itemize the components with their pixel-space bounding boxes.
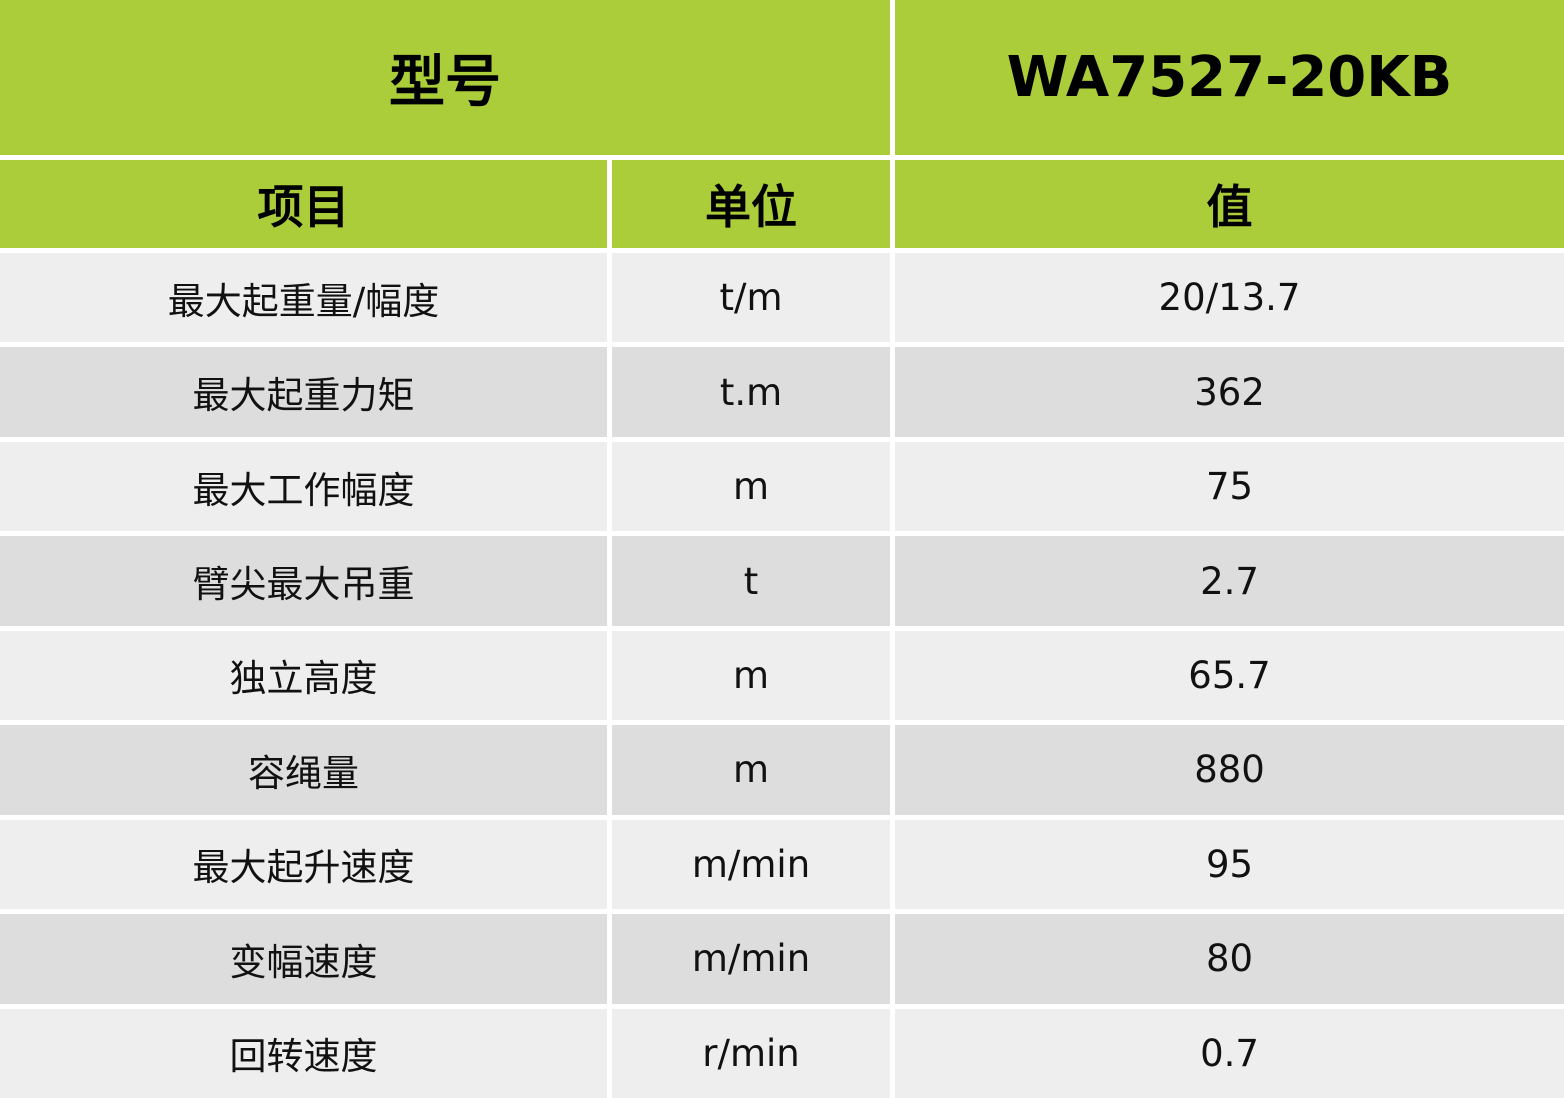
table-cell-unit: m (612, 630, 890, 721)
table-cell-value: 362 (895, 347, 1564, 437)
table-cell-unit: r/min (612, 1008, 890, 1098)
table-cell-value: 880 (895, 725, 1564, 815)
table-cell-value: 65.7 (895, 630, 1564, 721)
table-cell-value: 95 (895, 819, 1564, 910)
table-cell-item: 容绳量 (0, 725, 607, 815)
table-cell-item: 最大起升速度 (0, 819, 607, 910)
table-cell-item: 最大工作幅度 (0, 441, 607, 532)
table-cell-value: 20/13.7 (895, 253, 1564, 343)
column-header-value: 值 (895, 160, 1564, 248)
table-cell-unit: m (612, 441, 890, 532)
table-cell-value: 2.7 (895, 536, 1564, 626)
table-cell-unit: m/min (612, 819, 890, 910)
table-cell-unit: t.m (612, 347, 890, 437)
table-cell-item: 最大起重力矩 (0, 347, 607, 437)
column-header-unit: 单位 (612, 160, 890, 248)
table-cell-item: 臂尖最大吊重 (0, 536, 607, 626)
table-cell-item: 最大起重量/幅度 (0, 253, 607, 343)
table-cell-unit: t (612, 536, 890, 626)
table-cell-item: 变幅速度 (0, 914, 607, 1004)
model-label: 型号 (0, 0, 890, 155)
table-cell-value: 80 (895, 914, 1564, 1004)
model-value: WA7527-20KB (895, 0, 1564, 155)
table-cell-item: 独立高度 (0, 630, 607, 721)
table-cell-value: 75 (895, 441, 1564, 532)
table-cell-unit: m/min (612, 914, 890, 1004)
table-cell-unit: m (612, 725, 890, 815)
table-cell-item: 回转速度 (0, 1008, 607, 1098)
table-cell-unit: t/m (612, 253, 890, 343)
column-header-item: 项目 (0, 160, 607, 248)
table-cell-value: 0.7 (895, 1008, 1564, 1098)
